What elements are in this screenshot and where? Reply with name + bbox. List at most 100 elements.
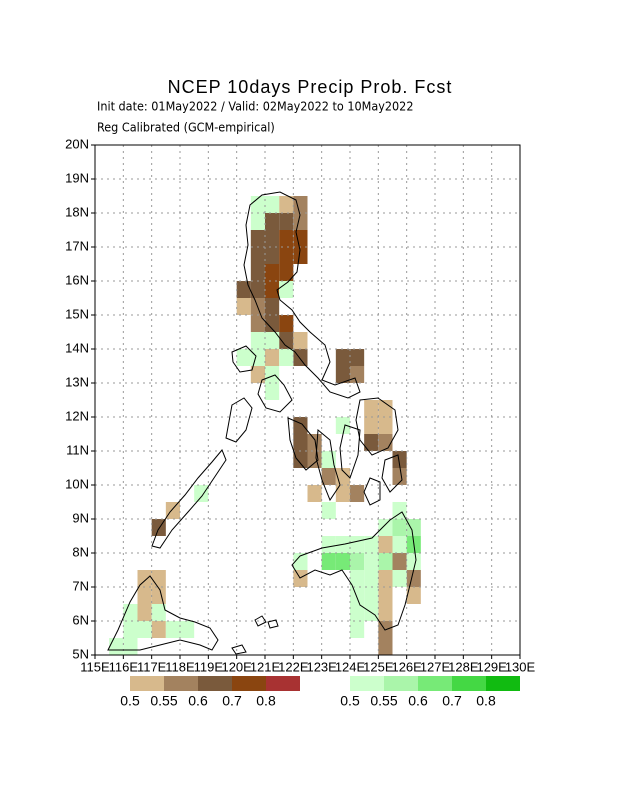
dry-cell — [151, 621, 166, 638]
legend-swatch — [130, 676, 164, 691]
dry-cell — [236, 281, 251, 298]
coastline — [231, 345, 257, 373]
dry-cell — [265, 264, 280, 281]
wet-cell — [293, 553, 308, 570]
wet-cell — [350, 604, 365, 621]
title: NCEP 10days Precip Prob. Fcst — [168, 77, 453, 97]
wet-cell — [250, 196, 265, 213]
legend-swatch — [384, 676, 418, 691]
wet-cell — [364, 587, 379, 604]
dry-cell — [293, 196, 308, 213]
legend-label: 0.5 — [340, 693, 360, 709]
x-tick-label: 130E — [505, 659, 536, 674]
dry-cell — [378, 638, 393, 655]
wet-cell — [265, 383, 280, 400]
coastline — [257, 374, 293, 413]
coastline — [315, 428, 341, 502]
dry-cell — [279, 196, 294, 213]
subtitle: Init date: 01May2022 / Valid: 02May2022 … — [97, 99, 414, 114]
wet-cell — [378, 519, 393, 536]
wet-cell — [350, 621, 365, 638]
legend-swatch — [486, 676, 520, 691]
wet-cell — [321, 553, 336, 570]
dry-cell — [250, 230, 265, 247]
wet-cell — [194, 485, 209, 502]
map-frame — [94, 144, 521, 656]
y-tick-label: 15N — [65, 306, 89, 321]
wet-cell — [335, 417, 350, 434]
x-tick-label: 118E — [165, 659, 195, 674]
wet-cell — [378, 553, 393, 570]
dry-cell — [335, 349, 350, 366]
dry-cell — [378, 570, 393, 587]
dry-cell — [364, 417, 379, 434]
legend-label: 0.8 — [256, 693, 276, 709]
dry-cell — [378, 536, 393, 553]
x-tick-label: 122E — [278, 659, 309, 674]
dry-cell — [151, 570, 166, 587]
dry-cell — [250, 247, 265, 264]
x-tick-label: 125E — [363, 659, 394, 674]
coastline — [363, 477, 381, 506]
wet-cell — [123, 638, 138, 655]
legend-label: 0.6 — [408, 693, 428, 709]
wet-cell — [406, 553, 421, 570]
wet-cell — [165, 621, 180, 638]
dry-cell — [279, 213, 294, 230]
wet-cell — [265, 196, 280, 213]
y-tick-label: 12N — [65, 408, 89, 423]
dry-cell — [293, 349, 308, 366]
dry-cell — [250, 315, 265, 332]
y-tick-label: 14N — [65, 340, 89, 355]
legend-swatch — [232, 676, 266, 691]
y-tick-label: 5N — [72, 646, 89, 661]
y-tick-label: 10N — [65, 476, 89, 491]
wet-cell — [321, 536, 336, 553]
x-tick-label: 115E — [80, 659, 110, 674]
dry-cell — [279, 264, 294, 281]
dry-cell — [279, 247, 294, 264]
legend-swatch — [164, 676, 198, 691]
dry-cell — [321, 468, 336, 485]
coastlines — [107, 191, 417, 655]
dry-cell — [293, 230, 308, 247]
wet-cell — [392, 519, 407, 536]
wet-cell — [137, 621, 152, 638]
wet-cell — [321, 502, 336, 519]
dry-cell — [151, 587, 166, 604]
dry-cell — [265, 281, 280, 298]
x-tick-label: 124E — [335, 659, 366, 674]
y-tick-label: 6N — [72, 612, 89, 627]
x-tick-label: 127E — [420, 659, 451, 674]
y-tick-label: 20N — [65, 136, 89, 151]
y-tick-label: 18N — [65, 204, 89, 219]
dry-cell — [250, 264, 265, 281]
y-tick-label: 13N — [65, 374, 89, 389]
dry-cell — [293, 332, 308, 349]
legend-label: 0.7 — [442, 693, 462, 709]
x-tick-label: 116E — [109, 659, 139, 674]
coastline — [287, 417, 319, 471]
dry-cell — [250, 366, 265, 383]
y-tick-label: 17N — [65, 238, 89, 253]
wet-cell — [151, 604, 166, 621]
dry-cell — [279, 230, 294, 247]
coastline — [355, 397, 399, 456]
legend-label: 0.8 — [476, 693, 496, 709]
dry-cell — [293, 213, 308, 230]
legend-swatch — [266, 676, 300, 691]
wet-cell — [392, 536, 407, 553]
axes: 115E116E117E118E119E120E121E122E123E124E… — [65, 136, 535, 674]
y-tick-label: 7N — [72, 578, 89, 593]
wet-cell — [392, 570, 407, 587]
dry-cell — [350, 366, 365, 383]
wet-cell — [236, 349, 251, 366]
dry-cell — [378, 417, 393, 434]
dry-cell — [236, 298, 251, 315]
dry-cell — [265, 213, 280, 230]
dry-cell — [392, 553, 407, 570]
dry-cell — [406, 570, 421, 587]
x-tick-label: 126E — [391, 659, 422, 674]
dry-cell — [137, 570, 152, 587]
